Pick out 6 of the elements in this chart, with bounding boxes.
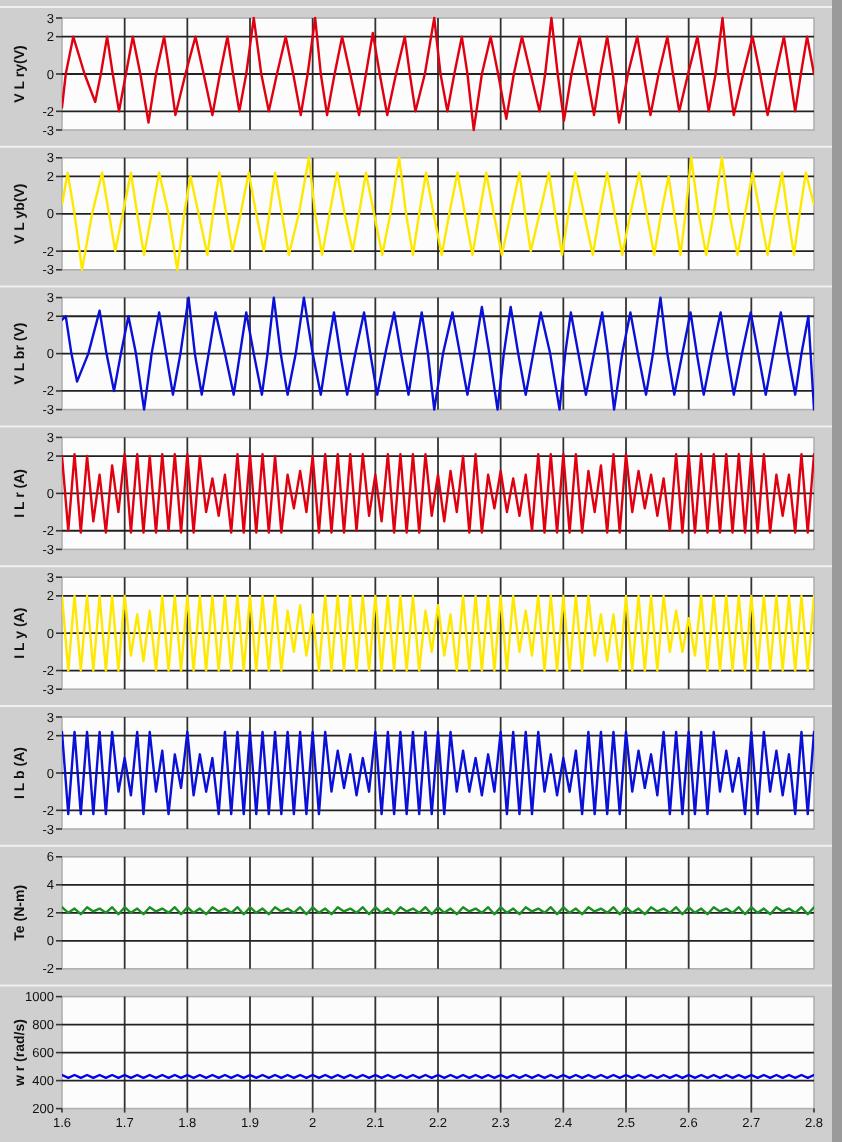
line-series <box>62 16 814 132</box>
line-series <box>62 156 814 271</box>
line-series <box>62 730 814 816</box>
line-series <box>62 594 814 672</box>
line-series <box>62 296 814 411</box>
line-series <box>62 453 814 534</box>
